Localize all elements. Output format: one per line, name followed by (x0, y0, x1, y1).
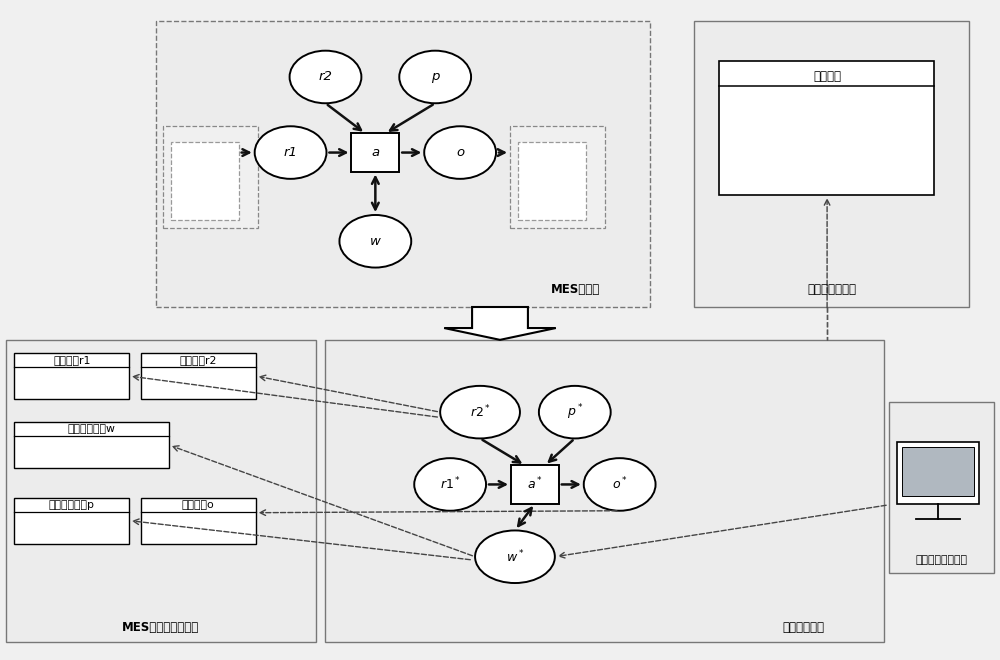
FancyBboxPatch shape (141, 353, 256, 399)
Ellipse shape (255, 126, 326, 179)
FancyBboxPatch shape (889, 403, 994, 573)
FancyBboxPatch shape (510, 126, 605, 228)
Text: $p^*$: $p^*$ (567, 403, 583, 422)
Text: MES模型库: MES模型库 (550, 284, 600, 296)
Ellipse shape (539, 386, 611, 438)
Text: $w^*$: $w^*$ (506, 548, 524, 565)
Text: r2: r2 (319, 71, 332, 83)
Text: r1: r1 (284, 146, 298, 159)
Ellipse shape (475, 531, 555, 583)
Text: 生产控制端工作站: 生产控制端工作站 (915, 555, 967, 565)
Ellipse shape (584, 458, 656, 511)
FancyBboxPatch shape (14, 422, 169, 468)
FancyBboxPatch shape (141, 498, 256, 544)
Text: 参考信息r1: 参考信息r1 (53, 355, 90, 365)
FancyBboxPatch shape (518, 142, 586, 220)
Text: 员工信息数据库: 员工信息数据库 (807, 284, 856, 296)
Text: a: a (371, 146, 379, 159)
Text: $o^*$: $o^*$ (612, 476, 628, 493)
Text: $a^*$: $a^*$ (527, 476, 543, 493)
FancyBboxPatch shape (14, 498, 129, 544)
FancyBboxPatch shape (156, 21, 650, 307)
Polygon shape (444, 307, 556, 340)
FancyBboxPatch shape (351, 133, 399, 172)
Text: 生产执行活动w: 生产执行活动w (68, 424, 116, 434)
Text: 参考信息r2: 参考信息r2 (180, 355, 217, 365)
FancyBboxPatch shape (719, 61, 934, 195)
Text: w: w (370, 235, 381, 248)
FancyBboxPatch shape (171, 142, 239, 220)
FancyBboxPatch shape (902, 447, 974, 496)
Ellipse shape (339, 215, 411, 267)
Ellipse shape (414, 458, 486, 511)
FancyBboxPatch shape (6, 340, 316, 642)
FancyBboxPatch shape (163, 126, 258, 228)
Ellipse shape (290, 51, 361, 103)
Text: 输出信息o: 输出信息o (182, 500, 215, 510)
Ellipse shape (440, 386, 520, 438)
Ellipse shape (399, 51, 471, 103)
FancyBboxPatch shape (694, 21, 969, 307)
Ellipse shape (424, 126, 496, 179)
FancyBboxPatch shape (325, 340, 884, 642)
FancyBboxPatch shape (14, 353, 129, 399)
Text: MES生产流程数据库: MES生产流程数据库 (122, 621, 200, 634)
FancyBboxPatch shape (897, 442, 979, 504)
Text: 生产设备数据p: 生产设备数据p (49, 500, 95, 510)
Text: p: p (431, 71, 439, 83)
Text: $r1^*$: $r1^*$ (440, 476, 461, 493)
Text: $r2^*$: $r2^*$ (470, 404, 491, 420)
Text: o: o (456, 146, 464, 159)
FancyBboxPatch shape (511, 465, 559, 504)
Text: 员工信息: 员工信息 (813, 71, 841, 83)
Text: 工作流服务器: 工作流服务器 (782, 621, 824, 634)
